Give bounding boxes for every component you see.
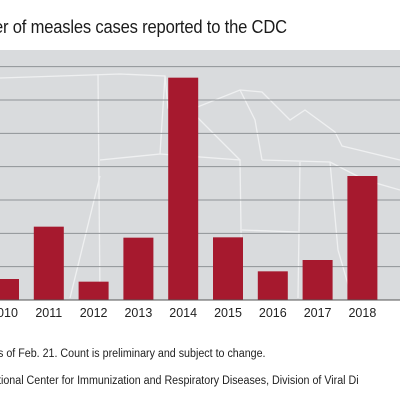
bar-2010 bbox=[0, 279, 19, 300]
bar-2014 bbox=[168, 77, 199, 301]
bar-2013 bbox=[123, 237, 154, 300]
bar-2018 bbox=[347, 176, 378, 300]
x-tick-label-2012: 2012 bbox=[79, 306, 108, 320]
us-map-background bbox=[0, 73, 400, 299]
x-tick-label-2011: 2011 bbox=[35, 306, 63, 320]
x-tick-label-2015: 2015 bbox=[214, 306, 242, 320]
gridlines bbox=[0, 66, 400, 268]
footnote: s of Feb. 21. Count is preliminary and s… bbox=[0, 348, 266, 360]
x-tick-label-2013: 2013 bbox=[124, 306, 153, 320]
x-tick-label-2014: 2014 bbox=[169, 306, 198, 320]
bar-chart bbox=[0, 66, 400, 301]
bar-2017 bbox=[302, 260, 333, 300]
x-tick-label-2017: 2017 bbox=[303, 306, 332, 320]
bar-2012 bbox=[78, 281, 109, 300]
x-tick-label-2016: 2016 bbox=[258, 306, 287, 320]
bar-2016 bbox=[257, 271, 288, 300]
plot-background bbox=[0, 50, 400, 300]
x-axis-labels: 2010 2011 2012 2013 2014 2015 2016 2017 2018 bbox=[0, 306, 400, 328]
x-tick-label-2010: 2010 bbox=[0, 306, 18, 320]
bar-2011 bbox=[33, 226, 64, 300]
chart-title: er of measles cases reported to the CDC bbox=[0, 17, 287, 37]
source-note: tional Center for Immunization and Respi… bbox=[0, 375, 359, 387]
bar-2015 bbox=[213, 237, 243, 300]
x-tick-label-2018: 2018 bbox=[348, 306, 377, 320]
bars bbox=[0, 77, 378, 301]
